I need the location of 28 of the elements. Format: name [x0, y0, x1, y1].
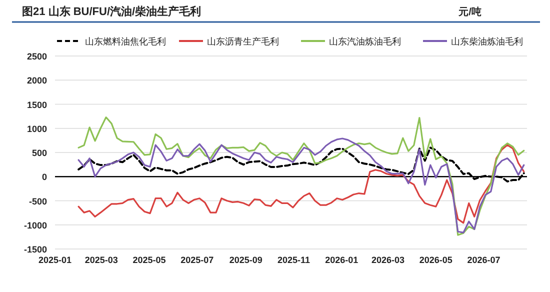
line-series — [78, 144, 525, 224]
y-tick-label: 2500 — [26, 52, 47, 62]
y-tick-label: 0 — [42, 172, 47, 182]
y-tick-label: -500 — [28, 196, 47, 206]
x-tick-label: 2025-03 — [84, 255, 118, 265]
legend-label: 山东燃料油焦化毛利 — [85, 36, 166, 46]
y-tick-label: 2000 — [26, 76, 47, 86]
y-tick-label: 500 — [32, 148, 47, 158]
y-tick-label: -1000 — [24, 220, 47, 230]
x-tick-label: 2025-05 — [132, 255, 166, 265]
y-axis-title: 元/吨 — [458, 6, 482, 18]
x-tick-label: 2025-07 — [180, 255, 214, 265]
x-tick-label: 2026-01 — [325, 255, 358, 265]
legend-label: 山东柴油炼油毛利 — [451, 36, 523, 46]
legend-label: 山东沥青生产毛利 — [207, 36, 279, 46]
y-tick-label: 1000 — [26, 124, 47, 134]
x-tick-label: 2025-11 — [277, 255, 310, 265]
x-tick-label: 2025-09 — [229, 255, 262, 265]
chart-title: 图21 山东 BU/FU/汽油/柴油生产毛利 — [22, 5, 202, 18]
y-tick-label: -1500 — [24, 244, 47, 254]
x-tick-label: 2026-07 — [467, 255, 500, 265]
legend-label: 山东汽油炼油毛利 — [329, 36, 401, 46]
x-tick-label: 2025-01 — [38, 255, 72, 265]
line-series — [78, 138, 525, 234]
y-tick-label: 1500 — [26, 100, 47, 110]
line-series — [78, 116, 525, 236]
x-tick-label: 2026-05 — [419, 255, 452, 265]
x-tick-label: 2026-03 — [371, 255, 405, 265]
